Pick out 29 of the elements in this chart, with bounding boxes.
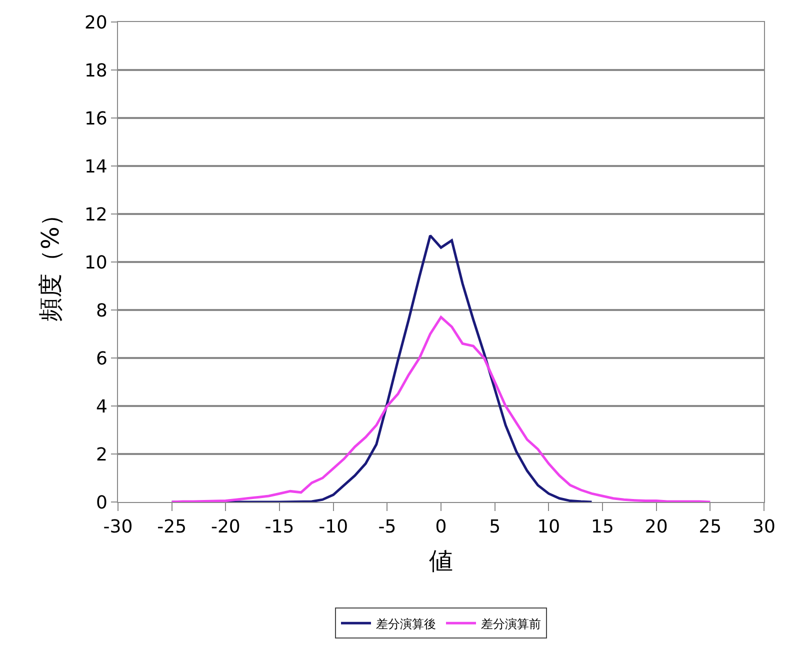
line-series xyxy=(170,316,712,502)
x-tick-label: 20 xyxy=(644,516,668,538)
x-tick-label: 25 xyxy=(698,516,722,538)
x-tick-label: -10 xyxy=(318,516,348,538)
legend-label: 差分演算後 xyxy=(376,616,436,631)
x-tick-label: 0 xyxy=(435,516,447,538)
x-tick-label: 30 xyxy=(752,516,776,538)
y-tick-label: 4 xyxy=(96,396,108,418)
x-tick-label: -20 xyxy=(210,516,240,538)
y-axis-title: 頻度（%） xyxy=(36,202,65,322)
y-tick-label: 2 xyxy=(96,444,108,466)
y-tick-label: 0 xyxy=(96,492,108,514)
x-tick-label: -15 xyxy=(264,516,294,538)
y-tick-label: 10 xyxy=(84,252,108,274)
x-tick-label: -25 xyxy=(157,516,187,538)
y-tick-label: 20 xyxy=(84,12,108,34)
legend-label: 差分演算前 xyxy=(481,616,541,631)
x-tick-label: 5 xyxy=(489,516,501,538)
x-tick-label: 10 xyxy=(537,516,560,538)
x-tick-label: -30 xyxy=(103,516,133,538)
y-tick-label: 8 xyxy=(96,300,108,322)
y-tick-label: 14 xyxy=(84,156,108,178)
y-tick-label: 12 xyxy=(84,204,108,226)
x-tick-label: -5 xyxy=(378,516,396,538)
y-tick-label: 6 xyxy=(96,348,108,370)
x-axis-title: 値 xyxy=(429,546,453,575)
y-tick-label: 18 xyxy=(84,60,108,82)
x-tick-label: 15 xyxy=(591,516,614,538)
y-tick-label: 16 xyxy=(84,108,108,130)
